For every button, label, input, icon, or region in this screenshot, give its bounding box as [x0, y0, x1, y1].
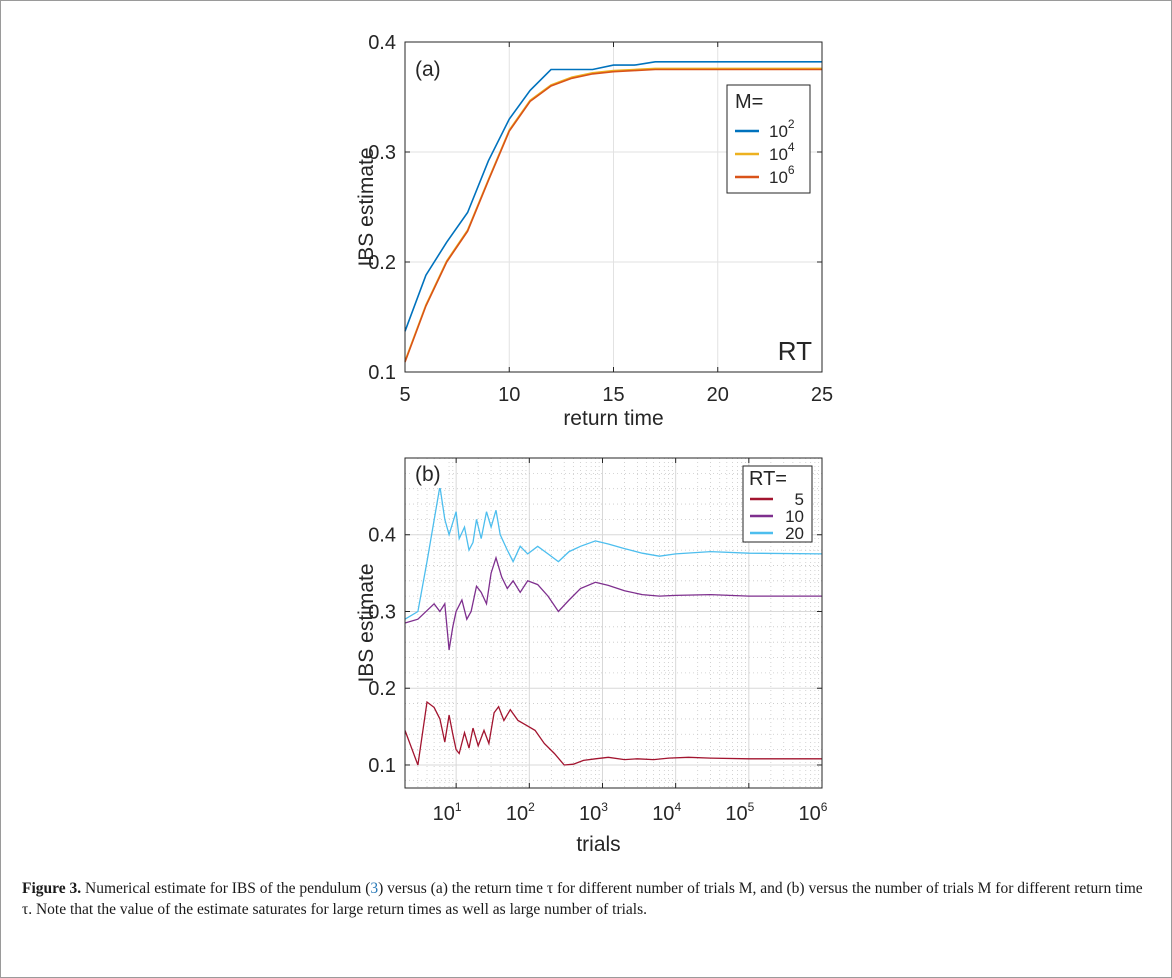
series-line: [404, 486, 823, 620]
series-line: [404, 60, 822, 332]
legend-label: 5: [795, 490, 804, 509]
y-axis-label: IBS estimate: [355, 563, 378, 682]
x-tick-label: 102: [506, 800, 535, 825]
panel-label: (a): [415, 58, 441, 81]
y-axis-label: IBS estimate: [355, 147, 378, 266]
panel-label: (b): [415, 463, 441, 486]
x-tick-label: 25: [811, 384, 833, 406]
x-tick-label: 15: [602, 384, 624, 406]
legend-box: [742, 465, 813, 543]
legend-title: RT=: [749, 468, 787, 490]
chart-panel-b: 101 102 103 104 105 106 0.1 0.2 0.3 0.4 trials IBS …: [355, 457, 828, 856]
y-tick-label: 0.3: [368, 142, 396, 164]
y-tick-label: 0.1: [368, 755, 396, 777]
y-tick-label: 0.4: [368, 525, 396, 547]
panel-label-background: [410, 461, 448, 488]
x-tick-label: 104: [652, 800, 681, 825]
figure-caption: Figure 3. Numerical estimate for IBS of …: [22, 878, 1146, 920]
x-axis-label: return time: [563, 407, 663, 430]
y-tick-label: 0.3: [368, 601, 396, 623]
legend-box: [726, 84, 811, 194]
legend-label: 106: [769, 163, 795, 187]
x-tick-label: 101: [433, 800, 462, 825]
x-tick-label: 103: [579, 800, 608, 825]
y-tick-label: 0.2: [368, 678, 396, 700]
x-tick-label: 106: [799, 800, 828, 825]
series-line: [404, 555, 822, 651]
x-axis-label: trials: [576, 833, 620, 856]
legend-title: M=: [735, 91, 763, 113]
legend-label: 104: [769, 140, 795, 164]
legend-label: 20: [785, 524, 804, 543]
x-tick-label: 105: [725, 800, 754, 825]
legend-label: 10: [785, 507, 804, 526]
x-tick-label: 20: [707, 384, 729, 406]
y-tick-label: 0.4: [368, 32, 396, 54]
plot-border: [404, 457, 823, 789]
caption-label: Figure 3.: [22, 880, 82, 897]
legend-label: 102: [769, 117, 795, 141]
corner-annotation: RT: [778, 336, 812, 366]
x-tick-label: 10: [498, 384, 520, 406]
y-tick-label: 0.1: [368, 362, 396, 384]
series-line: [404, 700, 822, 766]
caption-text-1: Numerical estimate for IBS of the pendul…: [81, 880, 371, 897]
x-tick-label: 5: [399, 384, 410, 406]
equation-reference-link[interactable]: 3: [370, 880, 379, 897]
y-tick-label: 0.2: [368, 252, 396, 274]
caption-text-2: ) versus (a) the return time τ for diffe…: [22, 880, 1143, 918]
series-line: [404, 68, 822, 363]
chart-panel-a: 5 10 15 20 25 0.1 0.2 0.3 0.4 return time IBS esti…: [355, 32, 833, 430]
